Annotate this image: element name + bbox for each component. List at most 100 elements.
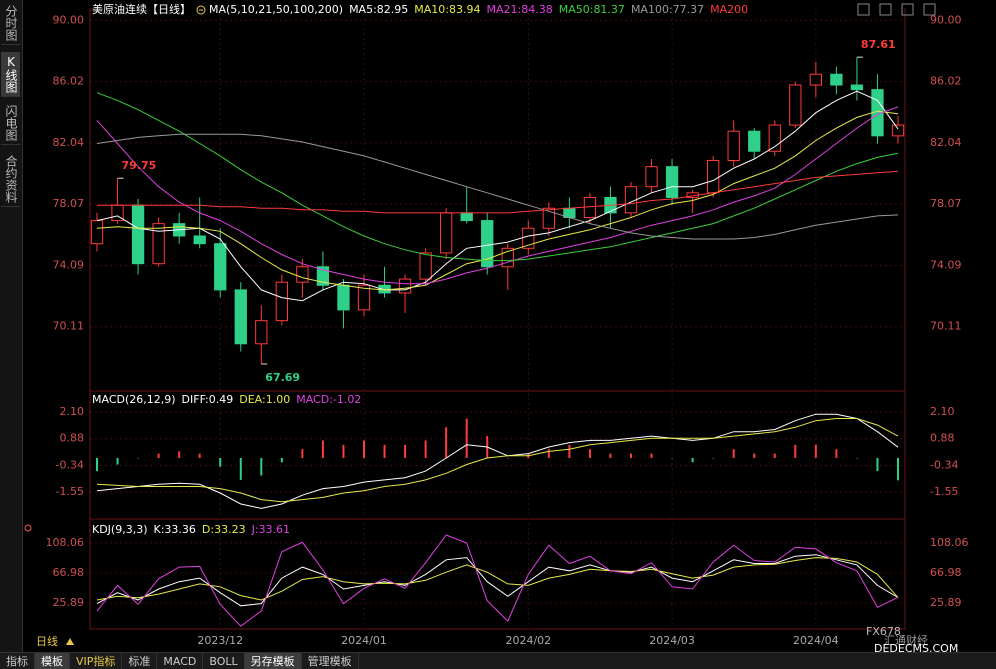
y-tick-label: 86.02 — [53, 75, 85, 88]
histogram-bar — [342, 444, 345, 458]
candle-body — [809, 73, 822, 86]
series-line — [96, 413, 899, 509]
y-tick-label: 78.07 — [930, 197, 962, 210]
period-label: 日线 — [36, 634, 58, 648]
y-tick-label: -0.34 — [930, 458, 958, 471]
legend-entry: DEA:1.00 — [239, 393, 290, 406]
series-line — [96, 557, 899, 601]
candle-body — [152, 223, 165, 265]
x-tick-label: 2024/01 — [341, 634, 387, 647]
histogram-bar — [691, 457, 694, 463]
y-tick-label: 90.00 — [930, 13, 962, 26]
histogram-bar — [383, 444, 386, 458]
candle-body — [440, 212, 453, 254]
histogram-bar — [198, 453, 201, 458]
y-tick-label: 25.89 — [930, 596, 962, 609]
tab[interactable]: 合约资料 — [1, 152, 20, 207]
tool-button[interactable]: 指标 — [0, 653, 35, 669]
candle-body — [460, 212, 473, 222]
annotation: 79.75 — [122, 159, 157, 172]
candle-body — [768, 124, 781, 152]
tool-button[interactable]: 管理模板 — [302, 653, 359, 669]
histogram-bar — [630, 453, 632, 458]
candle-body — [501, 247, 514, 268]
tool-button[interactable]: BOLL — [203, 653, 245, 669]
y-tick-label: -1.55 — [930, 485, 958, 498]
candle-body — [337, 284, 350, 311]
histogram-bar — [794, 444, 797, 458]
legend-entry: MA100:77.37 — [631, 3, 704, 16]
y-tick-label: 108.06 — [46, 536, 85, 549]
candle-body — [275, 281, 288, 322]
candle-body — [542, 207, 555, 229]
y-tick-label: 2.10 — [60, 405, 85, 418]
legend-entry: MACD(26,12,9) — [92, 393, 176, 406]
tab[interactable]: K线图 — [1, 52, 20, 97]
histogram-bar — [547, 449, 550, 458]
histogram-bar — [876, 457, 879, 472]
x-tick-label: 2024/03 — [649, 634, 695, 647]
y-tick-label: 82.04 — [53, 136, 85, 149]
tool-button[interactable]: 标准 — [122, 653, 158, 669]
histogram-bar — [404, 444, 407, 458]
legend-entry: MA21:84.38 — [487, 3, 553, 16]
y-tick-label: 2.10 — [930, 405, 955, 418]
y-tick-label: 74.09 — [53, 258, 85, 271]
histogram-bar — [157, 453, 160, 458]
series-line — [96, 106, 899, 285]
tool-button[interactable]: VIP指标 — [70, 653, 123, 669]
icon — [66, 638, 74, 645]
histogram-bar — [363, 440, 365, 458]
tool-button[interactable]: 另存模板 — [244, 653, 302, 669]
legend-entry: D:33.23 — [202, 523, 246, 536]
icon — [24, 524, 32, 532]
legend-entry: 美原油连续【日线】 — [92, 2, 191, 16]
legend-entry: MA200 — [710, 3, 748, 16]
candle-body — [830, 73, 843, 86]
candle-body — [398, 278, 412, 294]
histogram-bar — [116, 457, 119, 465]
tab[interactable]: 分时图 — [1, 2, 20, 45]
histogram-bar — [712, 457, 715, 459]
histogram-bar — [773, 453, 776, 458]
candle-body — [707, 159, 720, 194]
y-tick-label: 0.88 — [60, 432, 85, 445]
tool-button[interactable]: 模板 — [35, 653, 70, 669]
toolbar: 指标 模板 VIP指标 标准 MACD BOLL 另存模板 管理模板 — [0, 652, 996, 669]
candle-body — [296, 266, 309, 283]
series-line — [96, 554, 899, 607]
histogram-bar — [650, 453, 653, 458]
legend-entry: MA50:81.37 — [559, 3, 625, 16]
histogram-bar — [280, 457, 283, 463]
watermark: 汇通财经 — [884, 633, 928, 647]
legend-entry: MA5:82.95 — [349, 3, 408, 16]
candle-body — [255, 320, 268, 345]
histogram-bar — [465, 418, 468, 458]
y-tick-label: -0.34 — [56, 458, 84, 471]
candle-body — [789, 84, 802, 126]
annotation: 87.61 — [861, 38, 896, 51]
tool-button[interactable]: MACD — [157, 653, 204, 669]
histogram-bar — [424, 440, 427, 458]
legend-entry: MA(5,10,21,50,100,200) — [209, 3, 343, 16]
x-tick-label: 2024/02 — [505, 634, 551, 647]
candle-body — [481, 220, 494, 268]
tab[interactable]: 闪电图 — [1, 102, 20, 145]
y-tick-label: 108.06 — [930, 536, 969, 549]
candle-body — [522, 227, 535, 249]
chart: 90.00 90.00 86.02 86.02 82.04 82.04 78.07 78.07… — [24, 2, 969, 652]
candle-body — [234, 289, 247, 345]
histogram-bar — [814, 444, 817, 458]
window-icon — [879, 3, 892, 16]
histogram-bar — [260, 457, 263, 476]
series-line — [96, 92, 899, 262]
histogram-bar — [671, 457, 674, 459]
legend-entry: J:33.61 — [251, 523, 290, 536]
x-tick-label: 2023/12 — [197, 634, 243, 647]
histogram-bar — [732, 449, 735, 458]
histogram-bar — [588, 449, 591, 458]
candle-body — [665, 166, 679, 198]
histogram-bar — [753, 453, 756, 458]
y-tick-label: 66.98 — [53, 566, 85, 579]
